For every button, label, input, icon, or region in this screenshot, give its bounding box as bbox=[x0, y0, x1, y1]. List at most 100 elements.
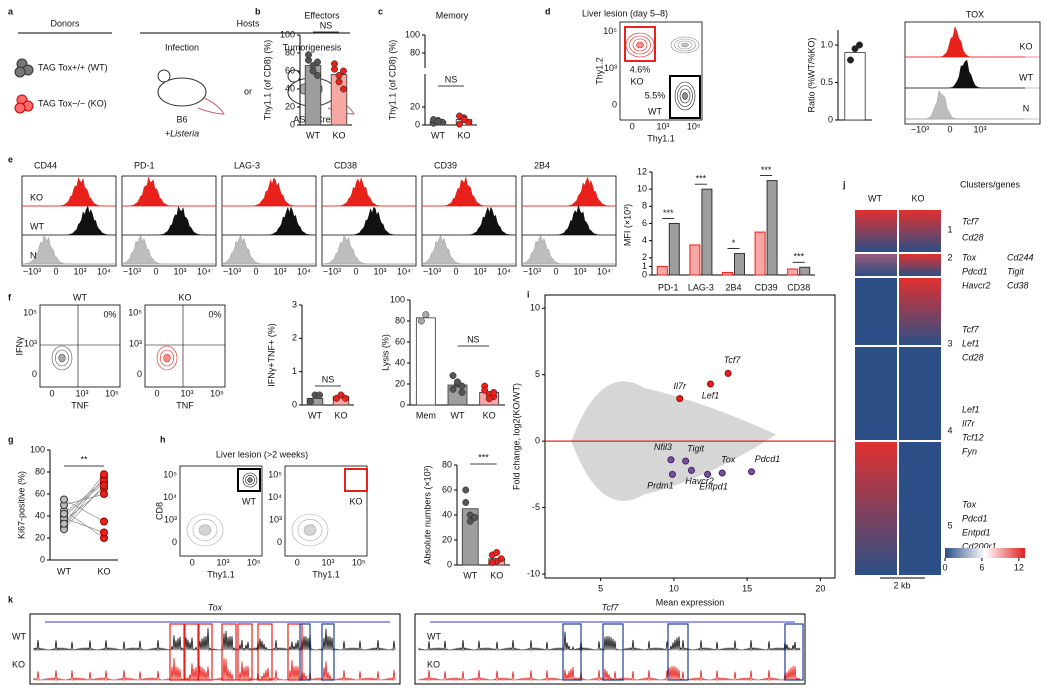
y-tick-label: 10 bbox=[530, 303, 540, 313]
gene-label: Fyn bbox=[962, 446, 977, 456]
hist-tick-label: 0 bbox=[947, 124, 952, 134]
label: N bbox=[30, 250, 37, 260]
y-tick-label: 20 bbox=[285, 101, 295, 111]
y-tick-label: 0 bbox=[40, 554, 45, 564]
significance: *** bbox=[761, 165, 772, 175]
hist-tick-label: 10³ bbox=[273, 266, 286, 276]
gene-label: Cd200r1 bbox=[962, 541, 997, 551]
label: KO bbox=[427, 659, 440, 669]
label: Clusters/genes bbox=[960, 179, 1021, 189]
flow-tick-label: 0 bbox=[154, 388, 159, 398]
y-tick-label: 0.5 bbox=[820, 77, 833, 87]
hist-tick-label: 10⁴ bbox=[297, 266, 311, 276]
pair-line bbox=[63, 480, 105, 515]
data-point bbox=[847, 56, 854, 64]
hist-tick-label: 0 bbox=[553, 266, 558, 276]
bar bbox=[734, 253, 745, 276]
y-tick-label: 80 bbox=[395, 315, 405, 325]
hist-frame bbox=[521, 175, 617, 267]
y-tick-label: -5 bbox=[532, 502, 540, 512]
heatmap-block bbox=[899, 442, 941, 575]
contour bbox=[58, 353, 66, 363]
signal-track bbox=[33, 628, 396, 652]
y-tick-label: 20 bbox=[410, 101, 420, 111]
data-point bbox=[460, 116, 468, 124]
data-point bbox=[100, 517, 108, 526]
y-tick-label: 100 bbox=[280, 29, 295, 39]
gene-point bbox=[748, 468, 756, 476]
flow-tick-label: 10³ bbox=[164, 514, 177, 524]
data-point bbox=[458, 382, 466, 390]
histogram bbox=[322, 206, 416, 236]
heatmap-block bbox=[855, 278, 897, 345]
flow-tick-label: 10⁵ bbox=[105, 388, 119, 398]
data-point bbox=[856, 41, 863, 49]
x-tick-label: KO bbox=[490, 570, 503, 580]
contour bbox=[186, 513, 224, 547]
x-tick-label: 2B4 bbox=[725, 282, 741, 292]
marker-label: CD38 bbox=[334, 160, 357, 170]
gene-label: Entpd1 bbox=[699, 482, 728, 492]
flow-tick-label: 0 bbox=[49, 388, 54, 398]
gene-point bbox=[704, 470, 712, 478]
data-point bbox=[316, 391, 323, 399]
y-tick-label: -10 bbox=[527, 568, 540, 578]
heatmap-block bbox=[855, 254, 897, 276]
label: WT bbox=[427, 631, 441, 641]
label: KO bbox=[12, 659, 25, 669]
flow-tick-label: 10³ bbox=[604, 63, 617, 73]
flow-tick-label: 10³ bbox=[657, 121, 670, 131]
data-point bbox=[340, 85, 347, 93]
hist-tick-label: 0 bbox=[53, 266, 58, 276]
gene-label: Entpd1 bbox=[962, 527, 991, 537]
contour bbox=[198, 524, 212, 536]
cluster-number: 2 bbox=[947, 252, 952, 262]
data-point bbox=[100, 528, 108, 537]
label: WT bbox=[30, 221, 44, 231]
data-point bbox=[309, 62, 317, 70]
hist-tick-label: 10⁴ bbox=[197, 266, 211, 276]
data-point bbox=[485, 395, 493, 403]
histogram bbox=[521, 234, 616, 265]
y-tick-label: 0 bbox=[828, 114, 833, 124]
data-point bbox=[340, 67, 347, 75]
label: WT bbox=[57, 566, 71, 576]
label: KO bbox=[97, 566, 110, 576]
contour bbox=[245, 475, 255, 485]
track-frame bbox=[29, 613, 401, 685]
region-box bbox=[237, 623, 253, 681]
hist-tick-label: 0 bbox=[153, 266, 158, 276]
y-tick-label: 60 bbox=[35, 488, 45, 498]
data-point bbox=[314, 72, 321, 79]
label: 0% bbox=[103, 309, 116, 319]
gate bbox=[237, 468, 261, 492]
x-tick-label: KO bbox=[457, 130, 470, 140]
y-tick-label: 4 bbox=[642, 235, 647, 245]
contour bbox=[247, 477, 253, 483]
x-tick-label: KO bbox=[483, 410, 496, 420]
panel-letter: b bbox=[255, 6, 261, 16]
bar bbox=[766, 180, 778, 276]
hist-tick-label: 10³ bbox=[973, 124, 986, 134]
signal-track bbox=[418, 665, 801, 682]
flow-frame bbox=[144, 304, 226, 388]
mouse-ear bbox=[157, 69, 171, 83]
flow-tick-label: 10³ bbox=[180, 388, 193, 398]
flow-frame bbox=[619, 21, 703, 121]
data-point bbox=[462, 486, 470, 494]
x-tick-label: KO bbox=[332, 130, 345, 140]
y-tick-label: 0 bbox=[535, 436, 540, 446]
data-point bbox=[335, 78, 343, 86]
contour bbox=[163, 353, 171, 363]
x-axis-label: Thy1.1 bbox=[207, 569, 235, 579]
contour bbox=[629, 35, 651, 55]
x-tick-label: WT bbox=[463, 570, 477, 580]
y-tick-label: 20 bbox=[442, 534, 452, 544]
data-point bbox=[60, 495, 68, 504]
panel-letter: d bbox=[545, 6, 551, 16]
gene-point bbox=[676, 395, 684, 403]
heatmap-block bbox=[899, 278, 941, 345]
hist-tick-label: 10⁴ bbox=[497, 266, 511, 276]
y-axis-label: Lysis (%) bbox=[380, 334, 390, 371]
contour bbox=[677, 85, 693, 107]
